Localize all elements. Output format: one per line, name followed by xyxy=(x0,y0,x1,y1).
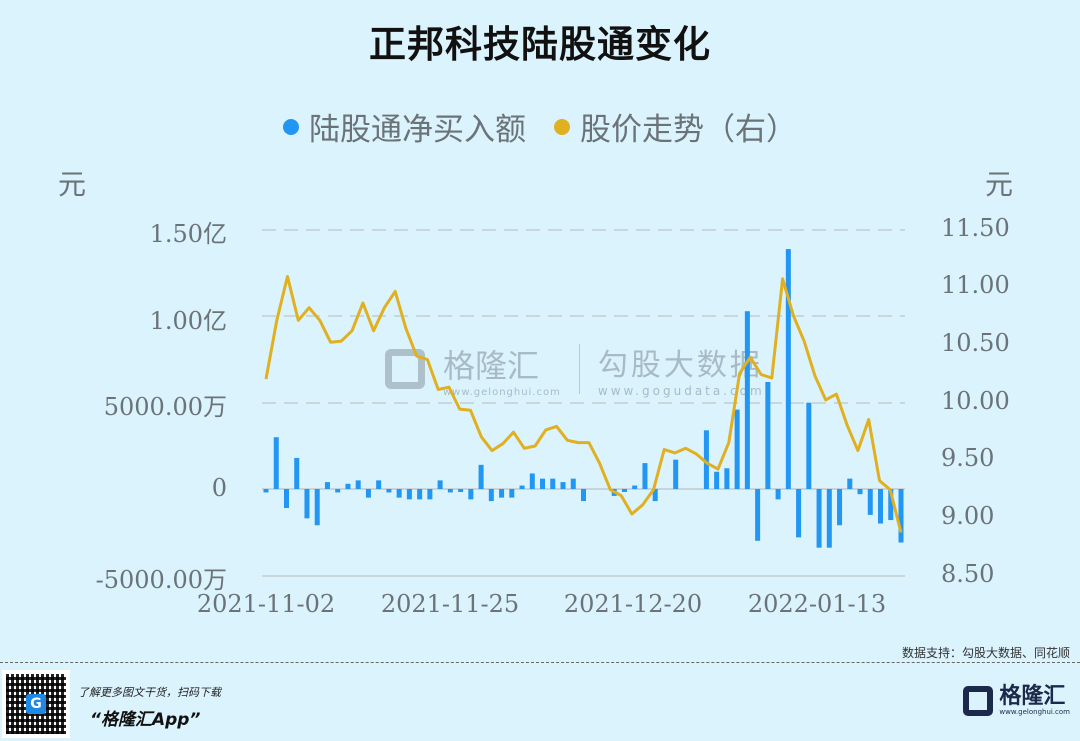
brand-name: 格隆汇 xyxy=(999,684,1066,709)
brand-url: www.gelonghui.com xyxy=(999,708,1070,716)
left-tick: 1.50亿 xyxy=(149,220,227,248)
qr-code[interactable]: G xyxy=(2,670,70,738)
gelonghui-logo-icon xyxy=(963,686,994,716)
gelonghui-logo-icon xyxy=(385,349,425,389)
right-tick: 9.00 xyxy=(941,502,995,530)
right-tick: 11.50 xyxy=(941,214,1010,242)
right-tick: 10.50 xyxy=(941,329,1010,357)
promo-app-name: “格隆汇App” xyxy=(90,710,201,730)
legend: 陆股通净买入额 股价走势（右） xyxy=(0,104,1080,149)
left-tick: -5000.00万 xyxy=(95,566,227,594)
legend-dot-blue-icon xyxy=(283,118,299,135)
chart-title: 正邦科技陆股通变化 xyxy=(369,23,711,66)
app-logo-icon: G xyxy=(26,694,46,714)
brand-logo: 格隆汇 www.gelonghui.com xyxy=(963,686,1070,716)
left-tick: 1.00亿 xyxy=(149,307,227,335)
x-tick: 2022-01-13 xyxy=(747,590,887,618)
watermark-divider xyxy=(578,344,580,394)
right-tick: 9.50 xyxy=(941,444,995,472)
right-tick: 8.50 xyxy=(941,560,995,588)
watermark-name: 勾股大数据 xyxy=(597,348,763,383)
watermark-url: www.gogudata.com xyxy=(597,384,765,398)
legend-label: 陆股通净买入额 xyxy=(309,112,526,148)
x-tick: 2021-11-25 xyxy=(380,590,520,618)
legend-label: 股价走势（右） xyxy=(580,112,797,148)
watermark-url: www.gelonghui.com xyxy=(443,386,561,398)
bar-series xyxy=(263,249,904,548)
legend-item-net-buy[interactable]: 陆股通净买入额 xyxy=(283,104,526,149)
left-tick: 0 xyxy=(211,474,227,502)
watermark-name: 格隆汇 xyxy=(443,346,540,385)
price-line xyxy=(264,275,903,533)
data-source: 数据支持：勾股大数据、同花顺 xyxy=(901,646,1070,660)
left-axis-unit: 元 xyxy=(58,168,87,201)
left-tick: 5000.00万 xyxy=(103,393,227,421)
right-tick: 10.00 xyxy=(941,387,1010,415)
x-tick: 2021-11-02 xyxy=(196,590,336,618)
legend-dot-gold-icon xyxy=(554,118,570,135)
footer-divider xyxy=(0,662,1080,663)
promo-text: 了解更多图文干货，扫码下载 xyxy=(78,686,221,699)
legend-item-price[interactable]: 股价走势（右） xyxy=(554,104,797,149)
x-tick: 2021-12-20 xyxy=(563,590,703,618)
watermark: 格隆汇 www.gelonghui.com 勾股大数据 www.gogudata… xyxy=(385,340,765,398)
right-axis-unit: 元 xyxy=(985,168,1014,201)
right-tick: 11.00 xyxy=(941,271,1010,299)
